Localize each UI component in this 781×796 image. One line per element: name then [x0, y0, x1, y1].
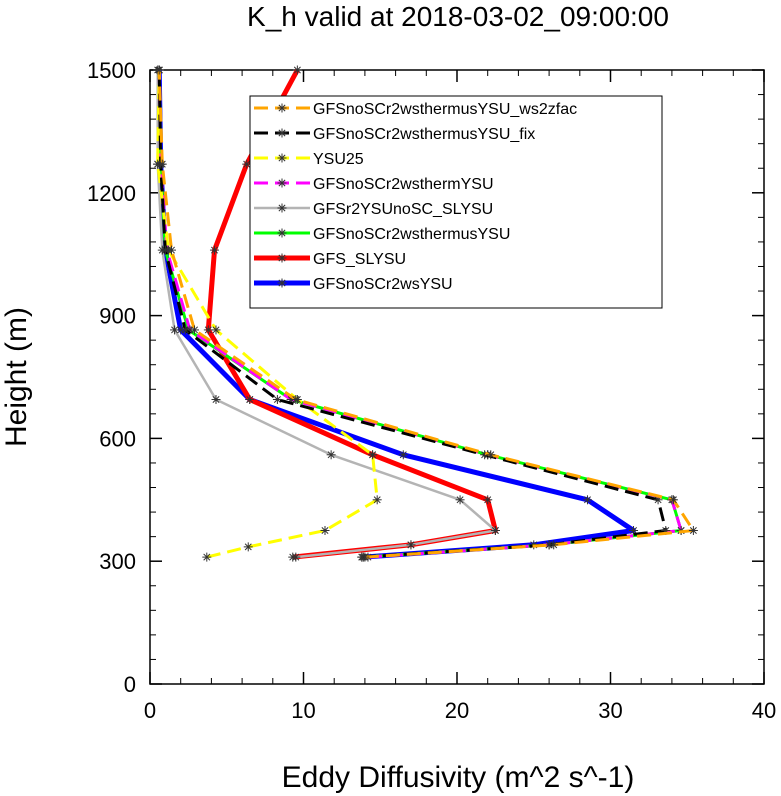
data-point-gfsr2ysunosc-slysu [455, 495, 465, 505]
data-point-gfsr2ysunosc-slysu [326, 450, 336, 460]
data-point-gfsnoscr2wsthermusysu-ws2zfac [486, 450, 496, 460]
x-tick-label: 10 [291, 698, 315, 723]
chart-title: K_h valid at 2018-03-02_09:00:00 [247, 1, 669, 32]
x-tick-label: 30 [598, 698, 622, 723]
data-point-gfsnoscr2wsysu [398, 450, 408, 460]
x-tick-label: 40 [752, 698, 776, 723]
legend-label: YSU25 [313, 151, 364, 168]
legend-item-gfsnoscr2wsthermusysu: GFSnoSCr2wsthermusYSU [254, 226, 510, 243]
data-point-gfsr2ysunosc-slysu [211, 395, 221, 405]
series-line-gfsr2ysunosc-slysu [156, 70, 497, 559]
legend-label: GFSnoSCr2wsthermYSU [313, 176, 494, 193]
series-line-gfsnoscr2wsthermusysu-ws2zfac [157, 69, 695, 559]
y-tick-label: 900 [99, 304, 136, 329]
axis-ticks: 0 10 20 30 40 0 300 600 900 1200 1500 [87, 58, 776, 723]
legend-marker [277, 203, 287, 213]
data-point-ysu25 [368, 450, 378, 460]
data-point-gfsr2ysunosc-slysu [170, 325, 180, 335]
legend-label: GFSnoSCr2wsYSU [313, 276, 453, 293]
legend-marker [277, 278, 287, 288]
data-point-ysu25 [211, 325, 221, 335]
data-point-gfsnoscr2wsthermusysu-ws2zfac [291, 395, 301, 405]
data-point-ysu25 [202, 552, 212, 562]
data-point-gfsnoscr2wsthermusysu-fix [160, 245, 170, 255]
legend-label: GFS_SLYSU [313, 251, 406, 268]
data-point-gfsr2ysunosc-slysu [291, 552, 301, 562]
data-point-gfs-slysu [483, 495, 493, 505]
series-line-gfsnoscr2wsthermusysu-fix [157, 69, 668, 559]
data-point-gfsnoscr2wsysu [582, 495, 592, 505]
legend: GFSnoSCr2wsthermusYSU_ws2zfac GFSnoSCr2ws… [249, 95, 663, 309]
y-axis-label: Height (m) [0, 307, 33, 447]
data-point-gfsr2ysunosc-slysu [406, 540, 416, 550]
x-tick-label: 20 [445, 698, 469, 723]
data-point-gfs-slysu [245, 395, 255, 405]
legend-item-gfsnoscr2wsthermysu: GFSnoSCr2wsthermYSU [254, 176, 494, 193]
legend-label: GFSnoSCr2wsthermusYSU_fix [313, 126, 535, 143]
data-point-gfsnoscr2wsthermusysu-ws2zfac [157, 159, 167, 169]
data-point-gfs-slysu [209, 245, 219, 255]
legend-marker [277, 178, 287, 188]
data-point-gfsnoscr2wsthermusysu-fix [272, 395, 282, 405]
x-tick-label: 0 [144, 698, 156, 723]
legend-marker [277, 128, 287, 138]
y-tick-label: 600 [99, 426, 136, 451]
data-point-gfs-slysu [203, 325, 213, 335]
legend-item-gfsnoscr2wsysu: GFSnoSCr2wsYSU [254, 276, 453, 293]
x-axis-label: Eddy Diffusivity (m^2 s^-1) [282, 761, 635, 794]
data-point-gfsnoscr2wsthermusysu-ws2zfac [190, 325, 200, 335]
data-point-ysu25 [372, 495, 382, 505]
series-line-ysu25 [156, 69, 379, 559]
legend-item-gfsr2ysunosc-slysu: GFSr2YSUnoSC_SLYSU [254, 201, 493, 218]
legend-marker [277, 103, 287, 113]
data-point-gfsnoscr2wsthermusysu-ws2zfac [688, 526, 698, 535]
data-point-gfsnoscr2wsthermusysu-ws2zfac [668, 495, 678, 505]
data-point-gfs-slysu [292, 65, 302, 75]
legend-marker [277, 153, 287, 163]
legend-item-gfs-slysu: GFS_SLYSU [254, 251, 406, 268]
data-point-gfsnoscr2wsthermusysu-ws2zfac [166, 245, 176, 255]
legend-label: GFSnoSCr2wsthermusYSU_ws2zfac [313, 101, 577, 118]
legend-item-gfsnoscr2wsthermusysu-fix: GFSnoSCr2wsthermusYSU_fix [254, 126, 535, 143]
legend-label: GFSr2YSUnoSC_SLYSU [313, 201, 493, 218]
legend-item-gfsnoscr2wsthermusysu-ws2zfac: GFSnoSCr2wsthermusYSU_ws2zfac [254, 101, 577, 118]
y-tick-label: 300 [99, 549, 136, 574]
series-layer [153, 65, 698, 562]
data-point-gfsnoscr2wsthermusysu-fix [180, 325, 190, 335]
data-point-gfsnoscr2wsthermusysu-ws2zfac [154, 65, 164, 75]
legend-marker [277, 228, 287, 238]
data-point-ysu25 [243, 542, 253, 552]
data-point-gfsnoscr2wsthermusysu-ws2zfac [549, 540, 559, 550]
y-tick-label: 1200 [87, 181, 136, 206]
y-tick-label: 1500 [87, 58, 136, 83]
legend-marker [277, 253, 287, 263]
legend-box [249, 95, 663, 309]
data-point-gfsnoscr2wsysu [629, 526, 639, 535]
legend-label: GFSnoSCr2wsthermusYSU [313, 226, 510, 243]
data-point-gfsr2ysunosc-slysu [490, 526, 500, 535]
data-point-ysu25 [320, 526, 330, 535]
data-point-gfs-slysu [242, 159, 252, 169]
legend-item-ysu25: YSU25 [254, 151, 364, 168]
series-gfsnoscr2wsthermusysu-ws2zfac [154, 65, 698, 562]
y-tick-label: 0 [124, 672, 136, 697]
data-point-gfsnoscr2wsthermusysu-ws2zfac [360, 552, 370, 562]
